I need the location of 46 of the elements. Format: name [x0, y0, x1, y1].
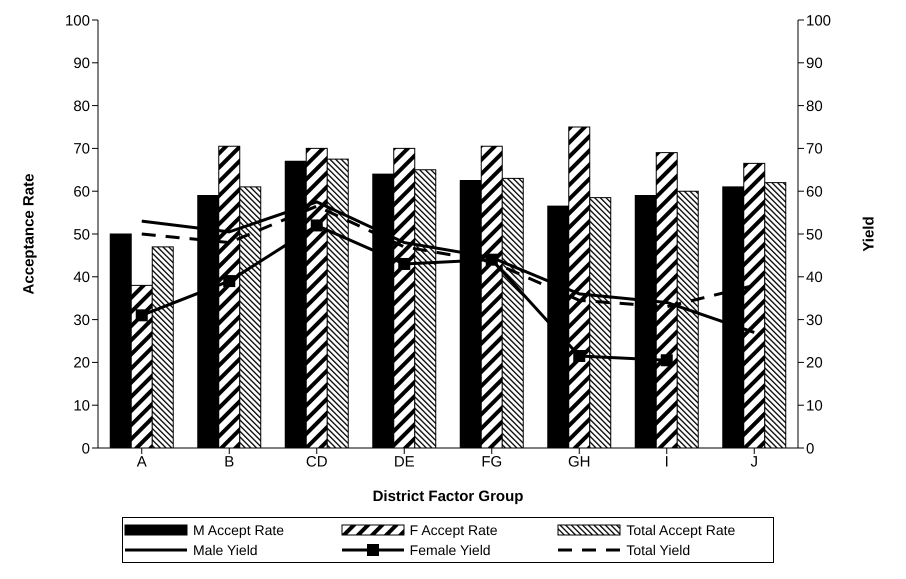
y2-tick-label: 20: [806, 354, 823, 372]
point: [310, 219, 323, 232]
y-tick-label: 70: [73, 140, 90, 158]
x-tick-label: CD: [306, 454, 328, 471]
point: [660, 354, 673, 366]
legend-label: M Accept Rate: [193, 522, 284, 538]
y-tick-label: 40: [73, 269, 90, 286]
y2-axis-title: Yield: [860, 216, 878, 252]
legend-label: Male Yield: [193, 542, 258, 558]
x-tick-label: B: [224, 454, 234, 471]
x-tick-label: GH: [568, 454, 590, 471]
y-axis-title: Acceptance Rate: [20, 174, 38, 294]
x-tick-label: J: [750, 454, 758, 471]
y2-tick-label: 80: [806, 98, 823, 115]
legend-label: F Accept Rate: [410, 522, 498, 538]
x-tick-label: FG: [481, 454, 502, 471]
y2-tick-label: 40: [806, 269, 823, 286]
x-axis-title: District Factor Group: [372, 488, 524, 505]
y2-tick-label: 50: [806, 226, 823, 244]
y2-tick-label: 90: [806, 55, 823, 72]
y2-tick-label: 0: [806, 440, 814, 458]
y2-tick-label: 100: [806, 12, 832, 30]
point: [223, 275, 236, 288]
point: [486, 254, 498, 266]
y-tick-label: 30: [73, 312, 90, 329]
y2-tick-label: 70: [806, 140, 823, 158]
y-tick-label: 90: [73, 55, 90, 72]
y-tick-label: 50: [73, 226, 90, 244]
y-tick-label: 20: [73, 354, 90, 372]
y-tick-label: 10: [73, 398, 90, 415]
point: [398, 258, 410, 270]
y-tick-label: 80: [73, 98, 90, 115]
legend-label: Female Yield: [410, 542, 491, 558]
point: [136, 309, 148, 322]
legend-label: Total Yield: [626, 542, 690, 558]
x-tick-label: I: [664, 454, 669, 471]
x-tick-label: A: [136, 454, 147, 471]
legend-label: Total Accept Rate: [626, 522, 736, 538]
y2-tick-label: 10: [806, 398, 823, 415]
x-tick-label: DE: [394, 454, 415, 471]
y-tick-label: 60: [73, 184, 90, 201]
y2-tick-label: 60: [806, 184, 823, 201]
y2-tick-label: 30: [806, 312, 823, 329]
y-tick-label: 100: [64, 12, 90, 30]
y-tick-label: 0: [82, 440, 90, 458]
point: [573, 350, 586, 362]
